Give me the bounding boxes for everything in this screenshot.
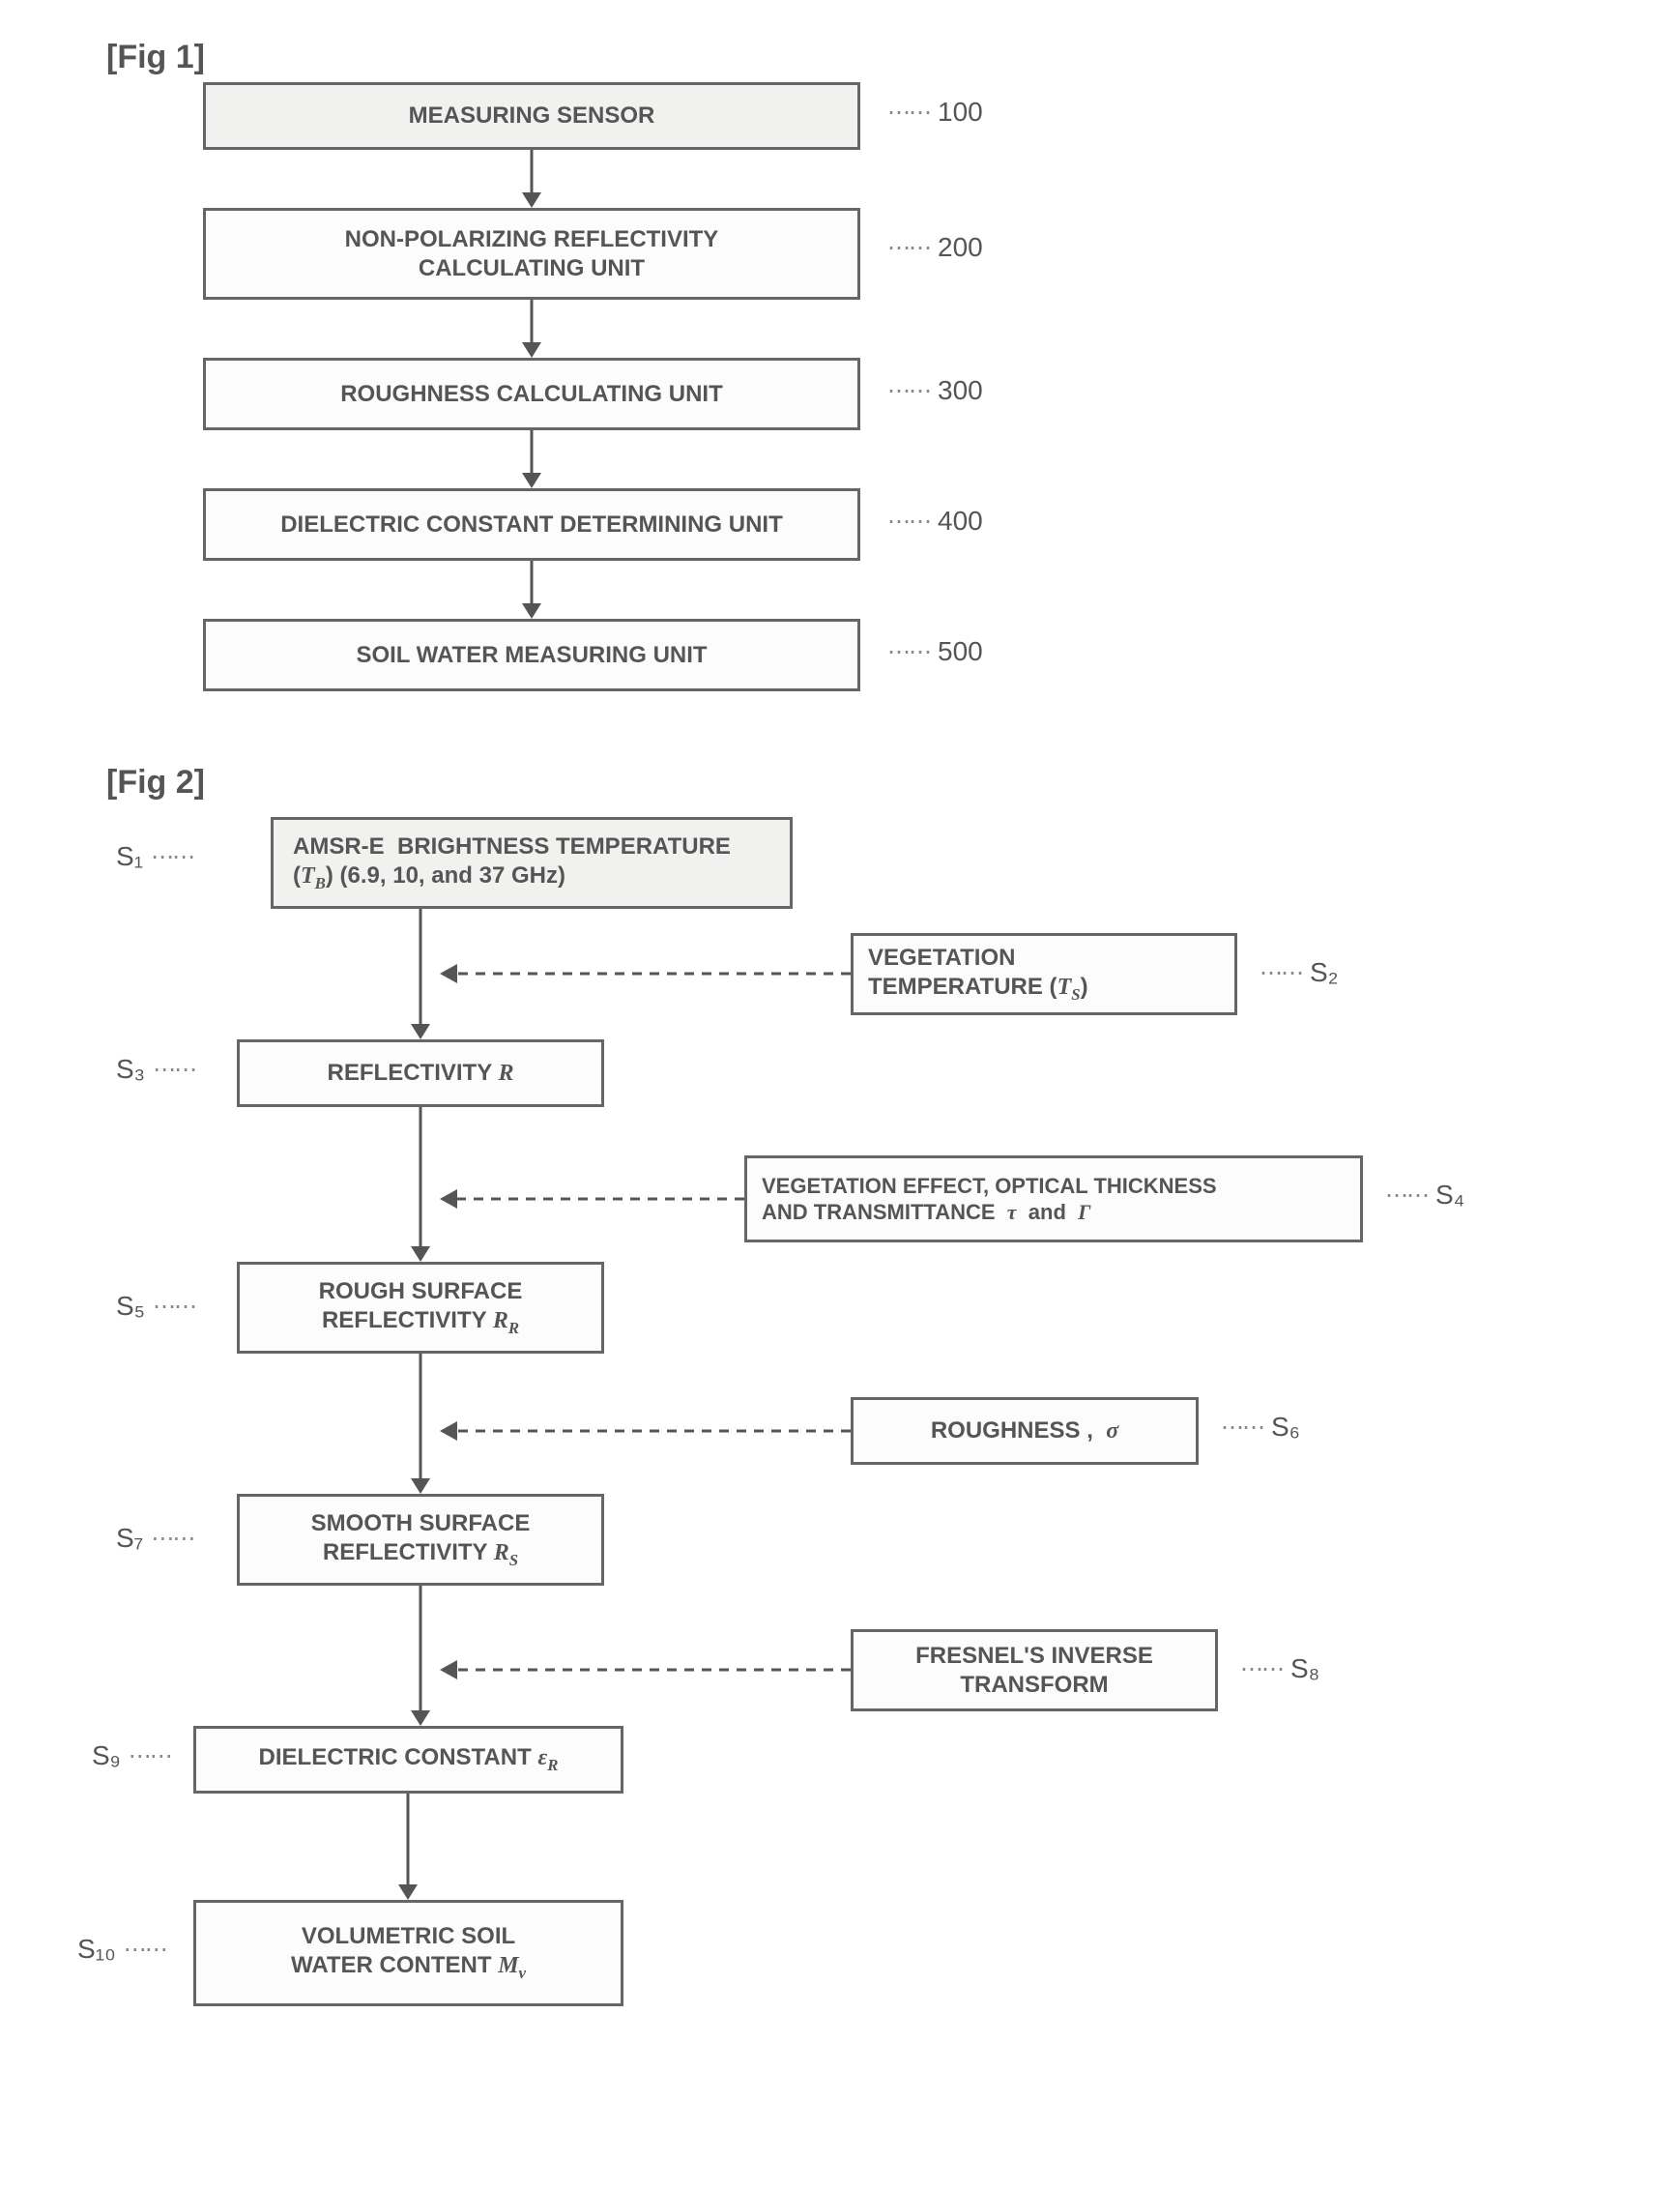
fig1-arrow-300-400 — [530, 430, 534, 488]
ref-text: 500 — [938, 636, 983, 667]
tilde-icon: ⋯⋯ — [1260, 959, 1302, 987]
fig2-box-s1-text: AMSR-E BRIGHTNESS TEMPERATURE(TB) (6.9, … — [293, 832, 731, 894]
fig2-label: [Fig 2] — [106, 764, 205, 802]
ref-text: S₁ — [116, 841, 143, 872]
fig2-ref-s3: S₃ ⋯⋯ — [116, 1054, 203, 1085]
fig2-box-s7: SMOOTH SURFACEREFLECTIVITY RS — [237, 1494, 604, 1586]
fig1-box-500: SOIL WATER MEASURING UNIT — [203, 619, 860, 691]
fig2-box-s6-text: ROUGHNESS , σ — [931, 1416, 1118, 1445]
fig2-box-s1: AMSR-E BRIGHTNESS TEMPERATURE(TB) (6.9, … — [271, 817, 793, 909]
ref-text: S₈ — [1290, 1653, 1319, 1684]
fig2-arrow-s7-s9 — [419, 1586, 422, 1726]
ref-text: S₇ — [116, 1523, 143, 1554]
ref-text: S₆ — [1271, 1412, 1300, 1443]
fig1-box-400: DIELECTRIC CONSTANT DETERMINING UNIT — [203, 488, 860, 561]
fig2-arrow-s8-in — [440, 1665, 851, 1675]
fig2-ref-s7: S₇ ⋯⋯ — [116, 1523, 201, 1554]
tilde-icon: ⋯⋯ — [153, 1056, 195, 1084]
tilde-icon: ⋯⋯ — [1240, 1655, 1283, 1683]
fig2-box-s2: VEGETATIONTEMPERATURE (TS) — [851, 933, 1237, 1015]
fig1-ref-200: ⋯⋯ 200 — [880, 232, 983, 263]
fig1-box-400-text: DIELECTRIC CONSTANT DETERMINING UNIT — [280, 511, 783, 540]
tilde-icon: ⋯⋯ — [153, 1293, 195, 1321]
fig2-box-s2-text: VEGETATIONTEMPERATURE (TS) — [868, 944, 1088, 1006]
fig1-box-200-text: NON-POLARIZING REFLECTIVITY CALCULATING … — [345, 225, 719, 283]
tilde-icon: ⋯⋯ — [887, 508, 930, 536]
fig2-ref-s9: S₉ ⋯⋯ — [92, 1740, 179, 1771]
fig1-box-100: MEASURING SENSOR — [203, 82, 860, 150]
tilde-icon: ⋯⋯ — [887, 234, 930, 262]
fig1-box-100-text: MEASURING SENSOR — [409, 102, 655, 131]
fig2-box-s6: ROUGHNESS , σ — [851, 1397, 1199, 1465]
tilde-icon: ⋯⋯ — [1221, 1414, 1263, 1442]
fig2-box-s9: DIELECTRIC CONSTANT εR — [193, 1726, 623, 1794]
fig1-ref-300: ⋯⋯ 300 — [880, 375, 983, 406]
fig1-box-200: NON-POLARIZING REFLECTIVITY CALCULATING … — [203, 208, 860, 300]
fig2-box-s3: REFLECTIVITY R — [237, 1039, 604, 1107]
tilde-icon: ⋯⋯ — [124, 1936, 166, 1964]
ref-text: S₅ — [116, 1291, 145, 1322]
fig2-box-s10: VOLUMETRIC SOILWATER CONTENT Mv — [193, 1900, 623, 2006]
tilde-icon: ⋯⋯ — [129, 1742, 171, 1770]
tilde-icon: ⋯⋯ — [151, 843, 193, 871]
fig2-arrow-s4-in — [440, 1194, 744, 1204]
fig2-ref-s8: ⋯⋯S₈ — [1232, 1653, 1319, 1684]
fig2-box-s10-text: VOLUMETRIC SOILWATER CONTENT Mv — [291, 1922, 526, 1984]
ref-text: S₉ — [92, 1740, 121, 1771]
ref-text: 100 — [938, 97, 983, 128]
ref-text: S₄ — [1435, 1180, 1464, 1211]
tilde-icon: ⋯⋯ — [887, 377, 930, 405]
fig1-label: [Fig 1] — [106, 39, 205, 76]
fig2-ref-s2: ⋯⋯ S₂ — [1252, 957, 1339, 988]
ref-text: 300 — [938, 375, 983, 406]
fig2-ref-s1: S₁ ⋯⋯ — [116, 841, 201, 872]
fig2-box-s7-text: SMOOTH SURFACEREFLECTIVITY RS — [311, 1509, 531, 1571]
fig2-arrow-s1-s3 — [419, 909, 422, 1039]
fig2-ref-s4: ⋯⋯S₄ — [1377, 1180, 1464, 1211]
fig1-arrow-100-200 — [530, 150, 534, 208]
fig1-box-300: ROUGHNESS CALCULATING UNIT — [203, 358, 860, 430]
fig2-box-s3-text: REFLECTIVITY R — [328, 1059, 514, 1088]
fig2-box-s4: VEGETATION EFFECT, OPTICAL THICKNESSAND … — [744, 1155, 1363, 1242]
fig1-ref-400: ⋯⋯ 400 — [880, 506, 983, 537]
fig1-ref-100: ⋯⋯ 100 — [880, 97, 983, 128]
fig2-arrow-s2-in — [440, 969, 851, 978]
fig1-arrow-400-500 — [530, 561, 534, 619]
fig2-box-s8: FRESNEL'S INVERSETRANSFORM — [851, 1629, 1218, 1711]
fig2-arrow-s3-s5 — [419, 1107, 422, 1262]
fig2-box-s5: ROUGH SURFACEREFLECTIVITY RR — [237, 1262, 604, 1354]
fig2-ref-s5: S₅ ⋯⋯ — [116, 1291, 203, 1322]
ref-text: 400 — [938, 506, 983, 537]
fig2-arrow-s5-s7 — [419, 1354, 422, 1494]
fig2-box-s9-text: DIELECTRIC CONSTANT εR — [259, 1743, 559, 1776]
tilde-icon: ⋯⋯ — [1385, 1182, 1428, 1210]
fig1-arrow-200-300 — [530, 300, 534, 358]
fig2-arrow-s9-s10 — [406, 1794, 410, 1900]
tilde-icon: ⋯⋯ — [887, 638, 930, 666]
ref-text: S₁₀ — [77, 1934, 116, 1965]
fig1-ref-500: ⋯⋯ 500 — [880, 636, 983, 667]
tilde-icon: ⋯⋯ — [151, 1525, 193, 1553]
fig2-ref-s10: S₁₀ ⋯⋯ — [77, 1934, 174, 1965]
fig2-box-s5-text: ROUGH SURFACEREFLECTIVITY RR — [319, 1277, 523, 1339]
fig2-ref-s6: ⋯⋯ S₆ — [1213, 1412, 1300, 1443]
ref-text: S₂ — [1310, 957, 1339, 988]
fig1-box-300-text: ROUGHNESS CALCULATING UNIT — [340, 380, 723, 409]
fig2-box-s4-text: VEGETATION EFFECT, OPTICAL THICKNESSAND … — [762, 1173, 1217, 1226]
ref-text: S₃ — [116, 1054, 145, 1085]
fig1-box-500-text: SOIL WATER MEASURING UNIT — [356, 641, 707, 670]
tilde-icon: ⋯⋯ — [887, 99, 930, 127]
ref-text: 200 — [938, 232, 983, 263]
fig2-box-s8-text: FRESNEL'S INVERSETRANSFORM — [915, 1642, 1153, 1700]
fig2-arrow-s6-in — [440, 1426, 851, 1436]
